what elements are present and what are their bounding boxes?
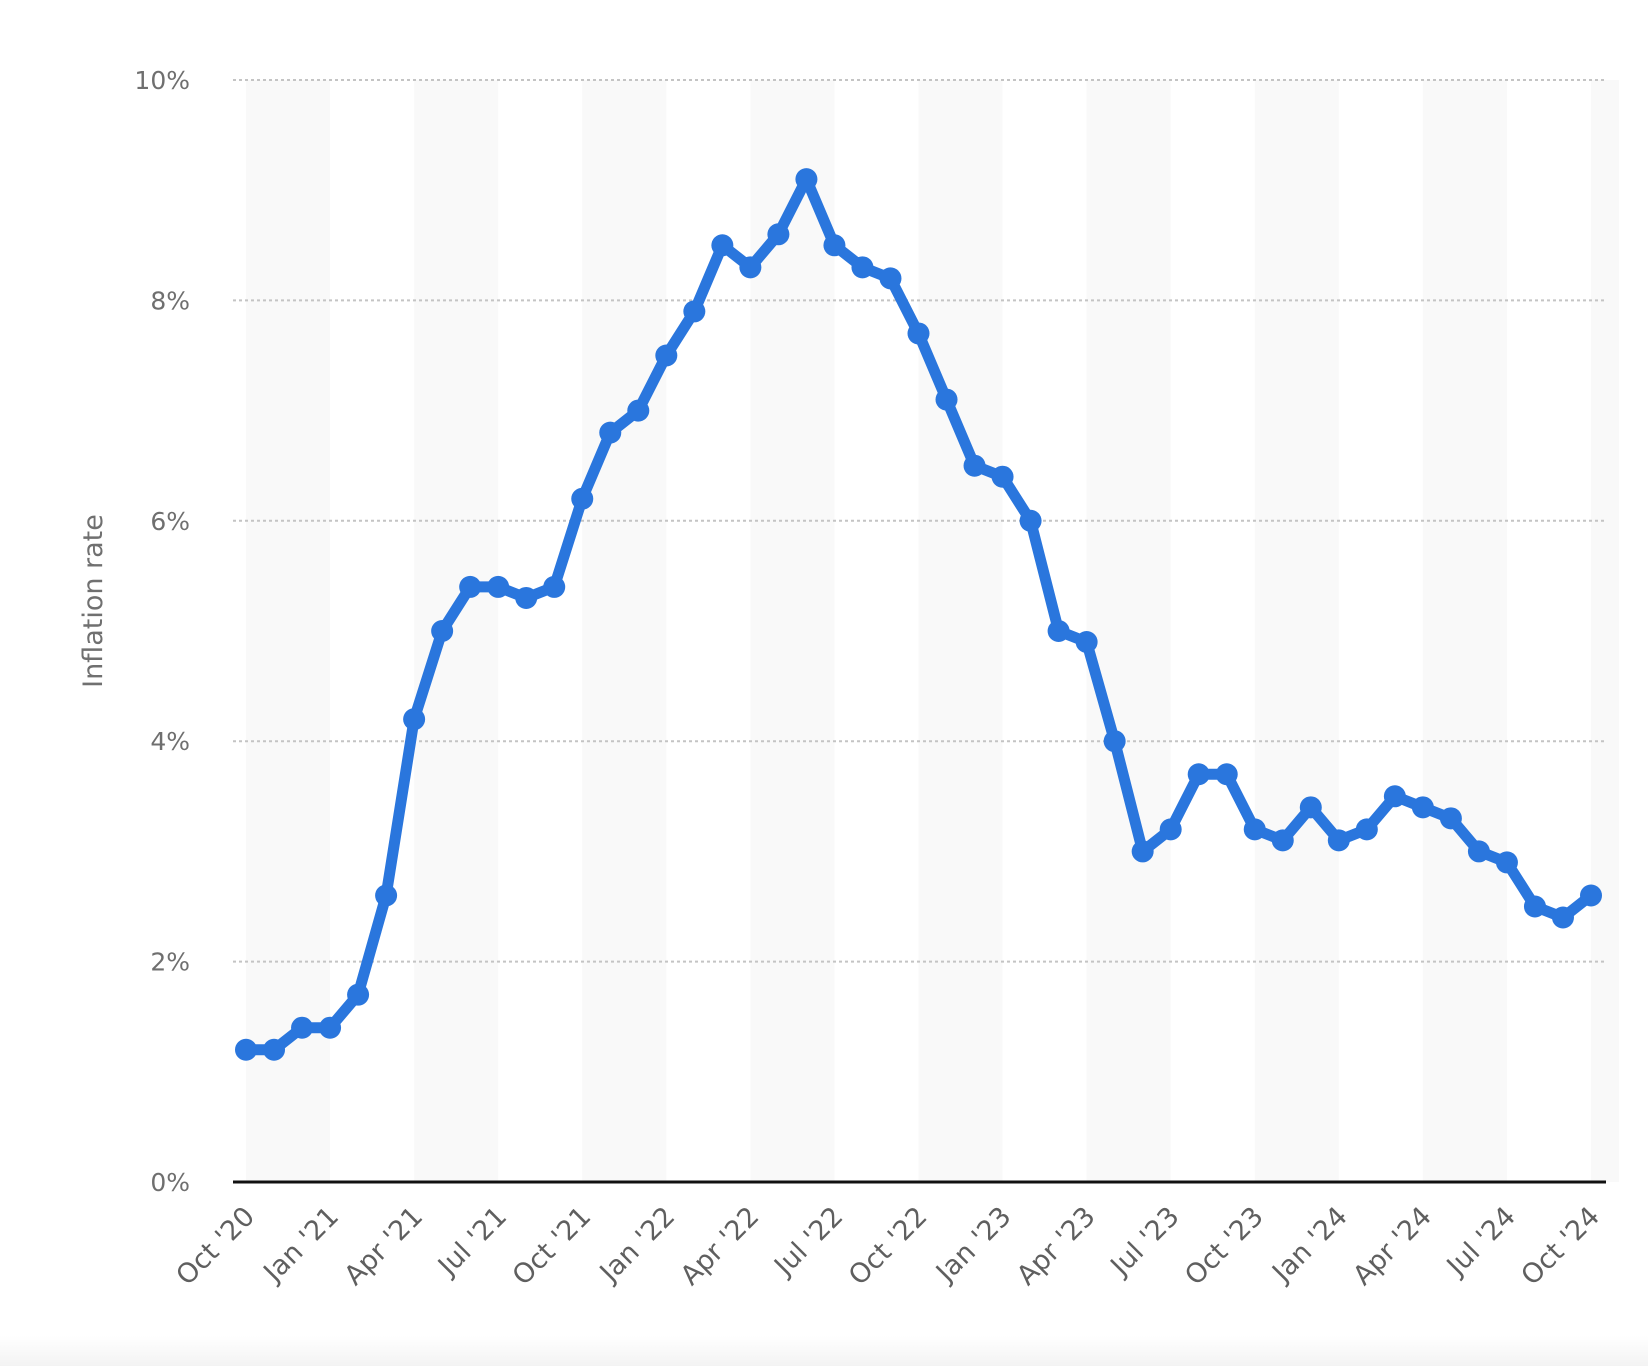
data-point[interactable] bbox=[1467, 840, 1490, 863]
x-tick-label: Apr '24 bbox=[1347, 1201, 1438, 1292]
quarter-band bbox=[1591, 80, 1620, 1182]
x-tick-label: Oct '23 bbox=[1179, 1201, 1270, 1292]
data-point[interactable] bbox=[487, 575, 510, 598]
y-tick-label: 0% bbox=[150, 1168, 190, 1197]
quarter-band bbox=[750, 80, 835, 1182]
data-point[interactable] bbox=[711, 234, 734, 257]
y-tick-label: 8% bbox=[150, 286, 190, 315]
data-point[interactable] bbox=[1439, 807, 1462, 830]
data-point[interactable] bbox=[375, 884, 398, 907]
data-point[interactable] bbox=[907, 322, 930, 345]
y-axis-ticks: 0% 2% 4% 6% 8% 10% bbox=[134, 66, 190, 1197]
x-tick-label: Jan '22 bbox=[593, 1201, 681, 1289]
quarter-band bbox=[1086, 80, 1171, 1182]
data-point[interactable] bbox=[991, 465, 1014, 488]
quarter-band bbox=[1422, 80, 1507, 1182]
data-point[interactable] bbox=[1495, 851, 1518, 874]
data-point[interactable] bbox=[319, 1016, 342, 1039]
data-point[interactable] bbox=[1551, 906, 1574, 929]
data-point[interactable] bbox=[879, 267, 902, 290]
bottom-fade bbox=[0, 1336, 1648, 1366]
x-tick-label: Oct '20 bbox=[170, 1201, 261, 1292]
data-point[interactable] bbox=[459, 575, 482, 598]
data-point[interactable] bbox=[1523, 895, 1546, 918]
data-point[interactable] bbox=[1355, 818, 1378, 841]
x-tick-label: Jul '23 bbox=[1104, 1201, 1186, 1283]
data-point[interactable] bbox=[1075, 631, 1098, 654]
data-point[interactable] bbox=[1299, 796, 1322, 819]
data-point[interactable] bbox=[291, 1016, 314, 1039]
y-tick-label: 4% bbox=[150, 727, 190, 756]
data-point[interactable] bbox=[851, 256, 874, 279]
data-point[interactable] bbox=[655, 344, 678, 367]
data-point[interactable] bbox=[963, 454, 986, 477]
data-point[interactable] bbox=[1131, 840, 1154, 863]
x-tick-label: Jul '21 bbox=[431, 1201, 513, 1283]
data-point[interactable] bbox=[543, 575, 566, 598]
data-point[interactable] bbox=[1103, 730, 1126, 753]
quarter-band bbox=[582, 80, 667, 1182]
x-tick-label: Jan '21 bbox=[257, 1201, 345, 1289]
x-tick-label: Jan '23 bbox=[929, 1201, 1017, 1289]
data-point[interactable] bbox=[515, 586, 538, 609]
data-point[interactable] bbox=[347, 983, 370, 1006]
data-point[interactable] bbox=[235, 1038, 257, 1061]
data-point[interactable] bbox=[627, 399, 650, 422]
data-point[interactable] bbox=[1019, 509, 1042, 532]
data-point[interactable] bbox=[571, 487, 594, 510]
quarter-band bbox=[918, 80, 1003, 1182]
data-point[interactable] bbox=[1159, 818, 1182, 841]
data-point[interactable] bbox=[1215, 763, 1238, 786]
data-point[interactable] bbox=[683, 300, 706, 323]
data-point[interactable] bbox=[1047, 620, 1070, 642]
x-tick-label: Jul '22 bbox=[767, 1201, 849, 1283]
data-point[interactable] bbox=[403, 708, 426, 731]
data-point[interactable] bbox=[263, 1038, 286, 1061]
data-points bbox=[235, 168, 1602, 1061]
y-tick-label: 6% bbox=[150, 507, 190, 536]
y-axis-label: Inflation rate bbox=[78, 514, 109, 688]
data-point[interactable] bbox=[795, 168, 818, 191]
quarter-band bbox=[1254, 80, 1339, 1182]
quarter-band bbox=[246, 80, 331, 1182]
data-point[interactable] bbox=[823, 234, 846, 257]
data-point[interactable] bbox=[1243, 818, 1266, 841]
data-point[interactable] bbox=[739, 256, 762, 279]
alternating-bands bbox=[246, 80, 1620, 1182]
data-point[interactable] bbox=[1383, 785, 1406, 808]
data-point[interactable] bbox=[1327, 829, 1350, 852]
x-tick-label: Apr '23 bbox=[1011, 1201, 1102, 1292]
x-tick-label: Apr '21 bbox=[339, 1201, 430, 1292]
x-tick-label: Apr '22 bbox=[675, 1201, 766, 1292]
data-point[interactable] bbox=[1411, 796, 1434, 819]
x-tick-label: Oct '24 bbox=[1515, 1201, 1606, 1292]
data-point[interactable] bbox=[767, 223, 790, 246]
y-tick-label: 10% bbox=[134, 66, 190, 95]
gridlines bbox=[233, 79, 1606, 963]
y-tick-label: 2% bbox=[150, 948, 190, 977]
data-point[interactable] bbox=[599, 421, 622, 444]
data-point[interactable] bbox=[935, 388, 958, 411]
quarter-band bbox=[414, 80, 499, 1182]
x-tick-label: Jan '24 bbox=[1265, 1201, 1353, 1289]
data-point[interactable] bbox=[1580, 884, 1602, 907]
x-tick-label: Jul '24 bbox=[1440, 1201, 1522, 1283]
data-point[interactable] bbox=[1271, 829, 1294, 852]
data-point[interactable] bbox=[1187, 763, 1210, 786]
x-tick-label: Oct '21 bbox=[507, 1201, 598, 1292]
data-point[interactable] bbox=[431, 620, 454, 642]
x-tick-label: Oct '22 bbox=[843, 1201, 934, 1292]
